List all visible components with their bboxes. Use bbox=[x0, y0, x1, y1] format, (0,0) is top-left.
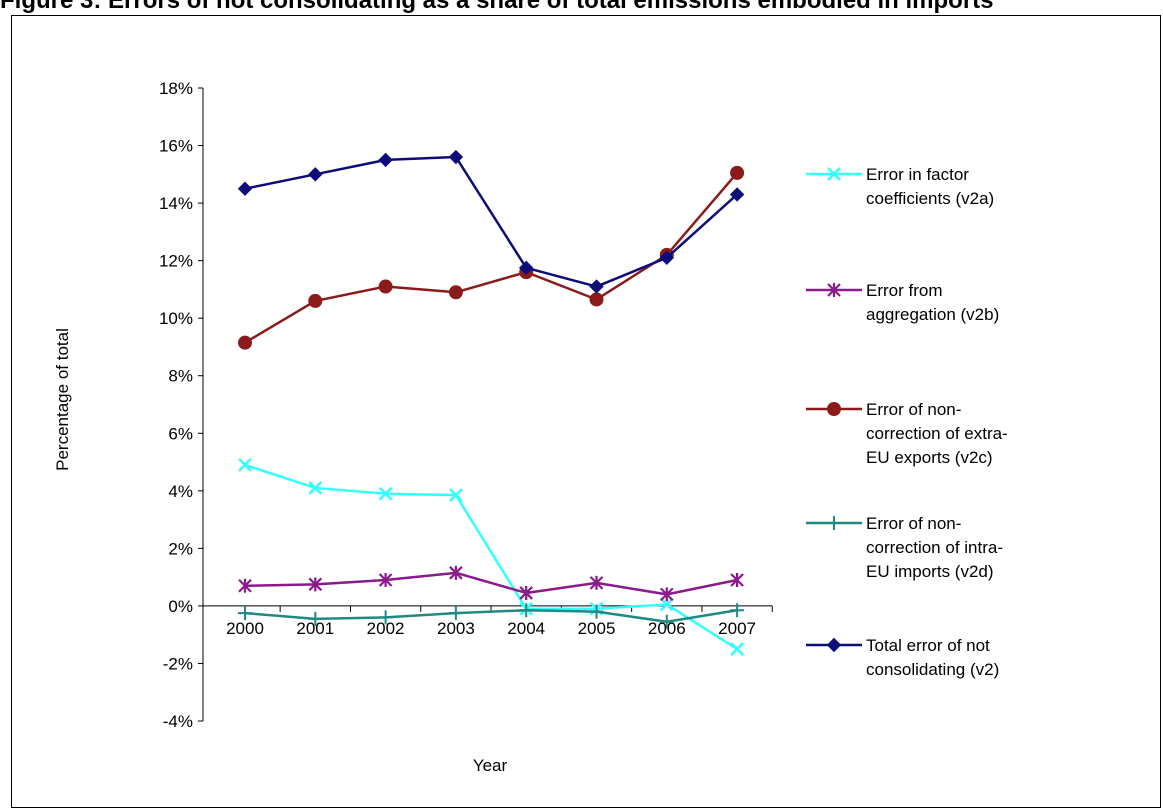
data-point bbox=[378, 610, 393, 625]
y-tick-label: 16% bbox=[159, 137, 193, 156]
data-point bbox=[449, 488, 463, 503]
series-2 bbox=[238, 565, 744, 602]
y-tick-label: 6% bbox=[168, 424, 193, 443]
y-tick-label: -2% bbox=[163, 654, 193, 673]
data-point bbox=[448, 285, 463, 300]
series-line bbox=[244, 155, 738, 288]
data-point bbox=[238, 606, 252, 621]
y-tick-label: 18% bbox=[159, 79, 193, 98]
legend-label: EU exports (v2c) bbox=[866, 448, 993, 467]
legend-item-5: Total error of not consolidating (v2) bbox=[806, 636, 999, 679]
y-tick-label: -4% bbox=[163, 712, 193, 731]
data-point bbox=[589, 575, 604, 590]
data-point bbox=[449, 565, 463, 580]
legend-label: Error of non- bbox=[866, 514, 961, 533]
legend-swatch-marker bbox=[827, 283, 841, 297]
legend-item-4: Error of non-correction of intra- EU impo… bbox=[806, 514, 1003, 581]
data-point bbox=[378, 573, 393, 588]
y-tick-label: 12% bbox=[159, 252, 193, 271]
y-tick-label: 10% bbox=[159, 309, 193, 328]
data-point bbox=[448, 606, 463, 621]
data-point bbox=[659, 614, 674, 629]
data-point bbox=[659, 250, 675, 265]
x-tick-label: 2002 bbox=[367, 619, 405, 638]
x-tick-label: 2003 bbox=[437, 619, 475, 638]
series-line bbox=[244, 463, 738, 651]
legend-label: Error from bbox=[866, 281, 943, 300]
series-line bbox=[244, 571, 738, 596]
data-point bbox=[589, 279, 604, 294]
data-point bbox=[308, 611, 323, 626]
plot-area bbox=[237, 149, 745, 656]
legend-label: EU imports (v2d) bbox=[866, 562, 994, 581]
series-4 bbox=[238, 603, 745, 629]
y-axis: -4% -2% 0% 2% 4% 6% 8% 10% 12% 14% 16% 18% bbox=[159, 79, 204, 731]
data-point bbox=[238, 458, 252, 472]
series-5 bbox=[237, 149, 745, 294]
data-point bbox=[730, 573, 744, 588]
legend-swatch-marker bbox=[827, 402, 841, 416]
y-axis-title: Percentage of total bbox=[53, 328, 72, 471]
data-point bbox=[238, 335, 252, 350]
series-line bbox=[244, 608, 738, 623]
legend-label: Total error of not bbox=[866, 636, 990, 655]
data-point bbox=[378, 279, 393, 294]
legend-label: Error in factor bbox=[866, 165, 969, 184]
data-point bbox=[448, 149, 464, 165]
chart-title-strip: Figure 3: Errors of not consolidating as… bbox=[0, 0, 994, 14]
legend-label: correction of intra- bbox=[866, 538, 1003, 557]
y-tick-label: 0% bbox=[168, 597, 193, 616]
series-1 bbox=[238, 458, 744, 656]
x-tick-label: 2001 bbox=[296, 619, 334, 638]
legend-swatch-marker bbox=[827, 167, 841, 181]
legend-item-1: Error in factor coefficients (v2a) bbox=[806, 165, 994, 208]
y-tick-label: 2% bbox=[168, 539, 193, 558]
legend-label: coefficients (v2a) bbox=[866, 189, 994, 208]
data-point bbox=[308, 293, 323, 308]
legend-swatch-marker bbox=[827, 516, 841, 530]
data-point bbox=[519, 603, 534, 618]
legend-label: aggregation (v2b) bbox=[866, 305, 999, 324]
data-point bbox=[518, 260, 534, 276]
data-point bbox=[729, 187, 745, 202]
y-tick-label: 4% bbox=[168, 482, 193, 501]
y-tick-label: 14% bbox=[159, 194, 193, 213]
legend-swatch-marker bbox=[826, 637, 842, 653]
data-point bbox=[730, 603, 745, 618]
data-point bbox=[519, 585, 533, 600]
data-point bbox=[308, 481, 323, 495]
data-point bbox=[308, 167, 323, 182]
data-point bbox=[378, 486, 393, 501]
x-tick-label: 2004 bbox=[507, 619, 545, 638]
x-axis-title: Year bbox=[473, 756, 508, 775]
data-point bbox=[660, 587, 674, 602]
x-tick-label: 2007 bbox=[718, 619, 756, 638]
data-point bbox=[308, 577, 323, 592]
legend-label: Error of non- bbox=[866, 400, 961, 419]
data-point bbox=[659, 597, 674, 612]
legend-label: consolidating (v2) bbox=[866, 660, 999, 679]
legend: Error in factor coefficients (v2a) Error f… bbox=[806, 165, 1008, 679]
data-point bbox=[730, 642, 744, 656]
chart-frame bbox=[11, 15, 1161, 808]
legend-item-3: Error of non-correction of extra- EU expo… bbox=[806, 400, 1008, 467]
legend-label: correction of extra- bbox=[866, 424, 1008, 443]
data-point bbox=[589, 292, 604, 307]
data-point bbox=[238, 578, 252, 593]
data-point bbox=[237, 181, 253, 196]
y-tick-label: 8% bbox=[168, 367, 193, 386]
data-point bbox=[589, 604, 604, 619]
x-tick-label: 2005 bbox=[578, 619, 616, 638]
x-tick-label: 2000 bbox=[226, 619, 264, 638]
data-point bbox=[378, 152, 393, 168]
legend-item-2: Error from aggregation (v2b) bbox=[806, 281, 999, 324]
data-point bbox=[730, 165, 745, 180]
